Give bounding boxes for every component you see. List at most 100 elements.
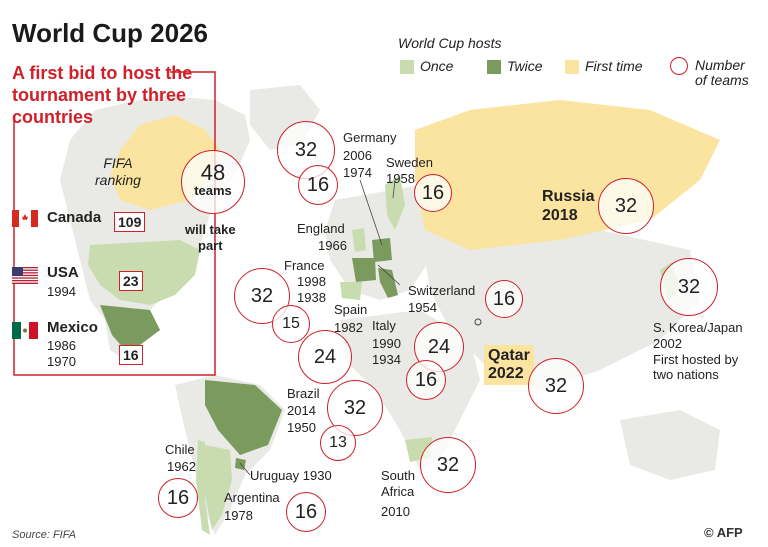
qatar-year: 2022 [488, 365, 524, 382]
argentina-teams: 16 [286, 492, 326, 532]
country-mexico: Mexico [47, 319, 98, 336]
fifa-ranking-line2: ranking [95, 172, 141, 188]
brazil-name: Brazil [287, 386, 320, 401]
afp-logo: © AFP [704, 525, 743, 540]
legend-twice: Twice [507, 58, 543, 74]
sweden-teams: 16 [414, 174, 452, 212]
france-year-2: 1938 [297, 290, 326, 305]
south-africa-name-1: South [381, 468, 415, 483]
germany-name: Germany [343, 130, 397, 145]
spain-shape [340, 282, 362, 300]
russia-year: 2018 [542, 207, 578, 224]
russia-name: Russia [542, 188, 595, 205]
fifa-ranking-label: FIFA ranking [95, 155, 141, 189]
will-take-part-label: will take part [185, 222, 236, 254]
switzerland-year: 1954 [408, 300, 437, 315]
qatar-name: Qatar [488, 347, 530, 364]
leader-line-switzerland [377, 264, 401, 286]
france-name: France [284, 258, 325, 273]
south-africa-name-2: Africa [381, 484, 415, 499]
legend-circle-icon [670, 57, 688, 75]
spain-year: 1982 [334, 320, 363, 335]
russia-shape [415, 100, 720, 250]
korea-japan-teams: 32 [660, 258, 718, 316]
spain-teams: 24 [298, 330, 352, 384]
legend-swatch-once [400, 60, 414, 74]
will-take-part-line1: will take [185, 222, 236, 237]
legend-heading: World Cup hosts [398, 35, 502, 51]
scandinavia-sweden [385, 175, 405, 230]
legend-once: Once [420, 58, 454, 74]
england-name: England [297, 221, 345, 236]
argentina-shape [205, 445, 232, 530]
switzerland-teams: 16 [485, 280, 523, 318]
korea-japan-note-1: First hosted by [653, 352, 739, 367]
leader-line-uruguay [239, 462, 251, 476]
bid-panel-frame [13, 71, 216, 376]
england-shape [352, 228, 366, 252]
teams-48-word: teams [194, 183, 232, 198]
qatar-label: Qatar 2022 [484, 345, 534, 385]
sweden-name: Sweden [386, 155, 433, 170]
source-note: Source: FIFA [12, 529, 76, 541]
subtitle: A first bid to host the tournament by th… [12, 63, 193, 127]
fifa-ranking-line1: FIFA [103, 155, 133, 171]
uruguay-label: Uruguay 1930 [250, 468, 332, 483]
brazil-teams-small: 13 [320, 425, 356, 461]
south-africa-year: 2010 [381, 504, 410, 519]
germany-year-2: 1974 [343, 165, 372, 180]
qatar-teams: 32 [528, 358, 584, 414]
argentina-name: Argentina [224, 490, 280, 505]
ranking-usa: 23 [119, 271, 143, 291]
legend-number-of-teams: Number of teams [695, 58, 749, 88]
chile-teams: 16 [158, 478, 198, 518]
england-year: 1966 [318, 238, 347, 253]
mexico-year-1: 1986 [47, 338, 76, 353]
sweden-year: 1958 [386, 171, 415, 186]
mexico-flag-icon [12, 322, 38, 339]
country-usa: USA [47, 264, 79, 281]
germany-teams-small: 16 [298, 165, 338, 205]
ranking-canada: 109 [114, 212, 146, 232]
mexico-year-2: 1970 [47, 354, 76, 369]
page-title: World Cup 2026 [12, 18, 209, 48]
leader-line-sweden [392, 179, 396, 199]
korea-japan-note-2: two nations [653, 367, 719, 382]
chile-year: 1962 [167, 459, 196, 474]
argentina-year: 1978 [224, 508, 253, 523]
usa-flag-icon [12, 267, 38, 284]
will-take-part-line2: part [198, 238, 223, 253]
usa-shape [88, 240, 200, 305]
brazil-shape [205, 380, 282, 455]
chile-name: Chile [165, 442, 195, 457]
australia-land [620, 410, 720, 480]
italy-year-2: 1934 [372, 352, 401, 367]
italy-teams-small: 16 [406, 360, 446, 400]
legend-swatch-first-time [565, 60, 579, 74]
legend-number-line: Number [695, 57, 745, 73]
korea-japan-year: 2002 [653, 336, 682, 351]
italy-name: Italy [372, 318, 396, 333]
brazil-year-2: 1950 [287, 420, 316, 435]
teams-48-circle: 48 teams [181, 150, 245, 214]
legend-of-teams-line: of teams [695, 72, 749, 88]
legend-first-time: First time [585, 58, 643, 74]
country-canada: Canada [47, 209, 102, 226]
germany-year-1: 2006 [343, 148, 372, 163]
france-shape [352, 258, 376, 282]
italy-shape [378, 268, 398, 298]
south-africa-teams: 32 [420, 437, 476, 493]
france-year-1: 1998 [297, 274, 326, 289]
korea-japan-name: S. Korea/Japan [653, 320, 743, 335]
russia-teams: 32 [598, 178, 654, 234]
chile-shape [196, 440, 210, 535]
italy-year-1: 1990 [372, 336, 401, 351]
usa-year: 1994 [47, 284, 76, 299]
canada-flag-icon [12, 210, 38, 227]
italy-teams-big: 24 [414, 322, 464, 372]
spain-name: Spain [334, 302, 368, 317]
france-teams-small: 15 [272, 305, 310, 343]
brazil-year-1: 2014 [287, 403, 316, 418]
mexico-shape [100, 305, 160, 350]
ranking-mexico: 16 [119, 345, 143, 365]
